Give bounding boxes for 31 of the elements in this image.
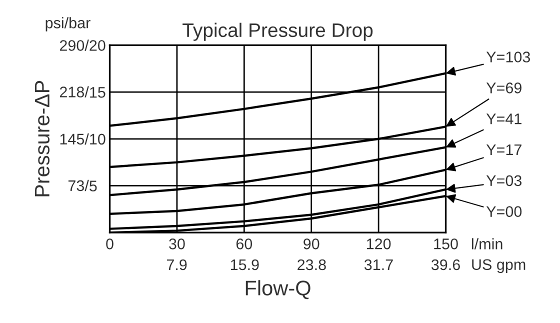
y2-tick-label: 290/: [60, 40, 89, 51]
x-tick-label: 30: [169, 238, 185, 250]
text: US gpm: [472, 259, 526, 274]
legend-label: Y=03: [486, 175, 522, 186]
legend-label: Y=17: [486, 144, 522, 156]
x2-tick-label: 23.8: [298, 259, 326, 270]
x2-tick-label: 39.6: [431, 259, 460, 270]
legend-label: Y=00: [486, 206, 522, 217]
y-tick-label: 20: [90, 40, 106, 51]
text: Y=69: [486, 82, 522, 94]
x2-tick-label: 15.9: [230, 259, 259, 270]
text: Y=103: [486, 52, 530, 62]
text: psi/bar: [46, 17, 90, 32]
x-tick-label: 60: [236, 238, 252, 250]
y2-axis-title: Pressure-ΔP: [34, 80, 50, 196]
x2-tick-label: 7.9: [166, 259, 187, 270]
x2-tick-label: 31.7: [364, 259, 393, 270]
y-tick-label: 5: [90, 180, 97, 192]
x-tick-label: 0: [106, 238, 114, 250]
x-tick-label: 90: [304, 238, 320, 250]
y2-tick-label: 145/: [60, 133, 89, 145]
x-tick-label: 120: [366, 238, 391, 250]
legend-label: Y=41: [486, 114, 522, 124]
y-tick-label: 10: [90, 134, 106, 145]
x-tick-label: 150: [434, 238, 458, 250]
text: l/min: [472, 238, 502, 250]
y-tick-label: 15: [90, 87, 106, 98]
chart-title: Typical Pressure Drop: [182, 22, 373, 41]
x-axis-title: Flow-Q: [246, 280, 310, 300]
y2-tick-label: 218/: [60, 86, 89, 98]
y2-tick-label: 73/: [68, 180, 89, 192]
